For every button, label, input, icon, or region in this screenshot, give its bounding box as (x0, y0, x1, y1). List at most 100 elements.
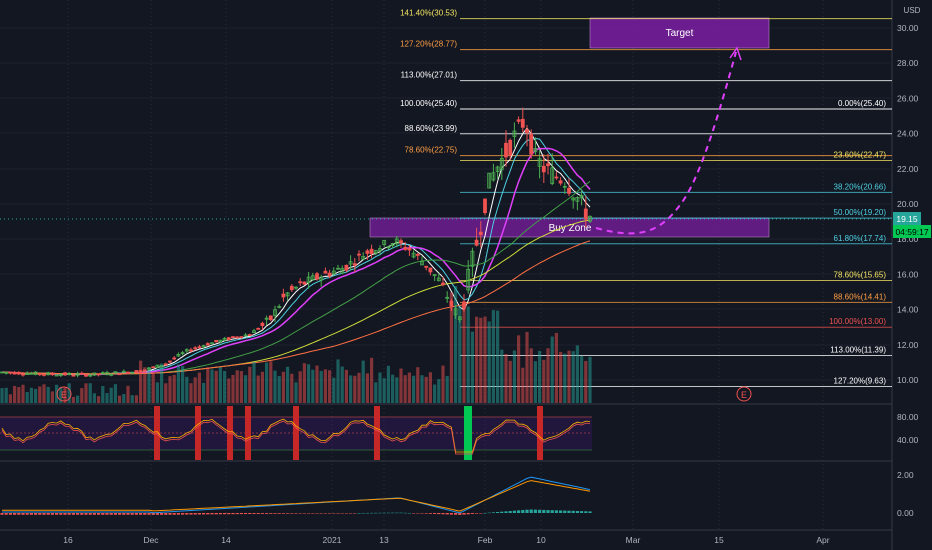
macd-hist-59 (248, 513, 252, 514)
macd-hist-137 (575, 510, 579, 513)
candle-body-9 (37, 373, 42, 376)
macd-hist-90 (378, 512, 382, 514)
rsi-hot-3 (245, 406, 251, 460)
volume-bar-137 (575, 345, 579, 403)
volume-bars (0, 286, 592, 403)
macd-hist-106 (445, 513, 449, 515)
candle-body-111 (466, 268, 471, 291)
macd-hist-48 (202, 513, 206, 515)
candle-body-43 (180, 352, 185, 355)
volume-bar-2 (8, 394, 12, 403)
macd-hist-52 (218, 513, 222, 515)
candle-body-138 (579, 195, 584, 199)
macd-hist-54 (227, 513, 231, 515)
volume-bar-44 (185, 376, 189, 403)
rsi-cold (464, 406, 472, 460)
volume-bar-118 (496, 310, 500, 403)
candle-body-58 (243, 334, 248, 337)
candle-body-77 (323, 270, 328, 274)
fib-ret-label-2: 38.20%(20.66) (834, 182, 887, 191)
volume-bar-124 (521, 367, 525, 403)
volume-bar-100 (420, 375, 424, 403)
volume-bar-5 (21, 384, 25, 403)
time-tick-2: 14 (221, 535, 231, 545)
candle-body-26 (109, 373, 114, 376)
price-tick-4: 22.00 (897, 164, 919, 174)
macd-hist-88 (370, 512, 374, 514)
macd-hist-10 (42, 513, 46, 515)
macd-hist-34 (143, 513, 147, 515)
current-price-value: 19.15 (896, 214, 918, 224)
volume-bar-8 (34, 388, 38, 403)
candle-body-136 (571, 197, 576, 201)
macd-hist-12 (50, 513, 54, 515)
candle-body-24 (100, 372, 105, 375)
macd-hist-134 (563, 510, 567, 513)
volume-bar-43 (181, 366, 185, 403)
volume-bar-18 (76, 395, 80, 403)
candle-body-125 (525, 129, 529, 133)
target-zone-label: Target (666, 28, 694, 39)
earnings-marker-2[interactable]: E (736, 386, 752, 402)
macd-hist-118 (496, 511, 500, 513)
candle-body-87 (365, 250, 370, 254)
volume-bar-22 (92, 393, 96, 403)
macd-hist-110 (462, 513, 466, 515)
rsi-hot-2 (227, 406, 233, 460)
macd-hist-93 (391, 512, 395, 514)
volume-bar-119 (500, 349, 504, 403)
macd-hist-94 (395, 512, 399, 514)
volume-bar-41 (172, 374, 176, 403)
macd-hist-62 (260, 513, 264, 514)
macd-hist-35 (147, 513, 151, 515)
macd-hist-135 (567, 510, 571, 513)
macd-hist-50 (210, 513, 214, 515)
price-tick-9: 12.00 (897, 340, 919, 350)
candle-body-45 (189, 349, 193, 352)
volume-bar-30 (126, 385, 130, 403)
macd-hist-25 (105, 513, 109, 515)
candle-body-89 (373, 250, 378, 254)
macd-hist-121 (508, 511, 512, 513)
time-tick-4: 13 (379, 535, 389, 545)
macd-hist-89 (374, 512, 378, 514)
macd-hist-126 (529, 509, 533, 513)
volume-bar-37 (155, 382, 159, 403)
volume-bar-103 (433, 384, 437, 403)
candle-body-15 (63, 372, 67, 376)
volume-bar-0 (0, 388, 4, 403)
volume-bar-81 (340, 366, 344, 403)
macd-hist-6 (25, 513, 29, 515)
volume-bar-68 (286, 366, 290, 403)
projection-path (595, 46, 742, 235)
volume-bar-74 (311, 369, 315, 403)
volume-bar-101 (424, 376, 428, 403)
candle-body-80 (336, 267, 340, 270)
volume-bar-57 (239, 371, 243, 403)
macd-hist-130 (546, 510, 550, 513)
volume-bar-9 (38, 386, 42, 403)
volume-bar-63 (265, 362, 269, 403)
macd-hist-113 (475, 513, 479, 514)
candle-body-18 (75, 373, 80, 376)
macd-hist-96 (403, 512, 407, 514)
macd-hist-72 (302, 513, 306, 514)
candle-body-41 (172, 357, 177, 360)
volume-bar-115 (483, 316, 487, 403)
candle-body-132 (554, 176, 559, 179)
candle-body-134 (562, 185, 567, 188)
price-axis[interactable]: 30.00 28.00 26.00 24.00 22.00 20.00 18.00 16.00… (897, 23, 919, 518)
candle-body-32 (134, 370, 139, 374)
candle-body-96 (403, 246, 408, 250)
macd-hist-18 (76, 513, 80, 515)
macd-hist-75 (315, 513, 319, 514)
volume-bar-126 (529, 348, 533, 403)
volume-bar-120 (504, 353, 508, 403)
earnings-marker-1[interactable]: E (56, 386, 72, 402)
time-axis[interactable]: 16 Dec 14 2021 13 Feb 10 Mar 15 Apr (63, 535, 830, 545)
macd-hist-1 (4, 513, 8, 515)
candle-body-123 (516, 119, 521, 122)
macd-hist-38 (160, 513, 164, 515)
volume-bar-40 (168, 376, 172, 403)
